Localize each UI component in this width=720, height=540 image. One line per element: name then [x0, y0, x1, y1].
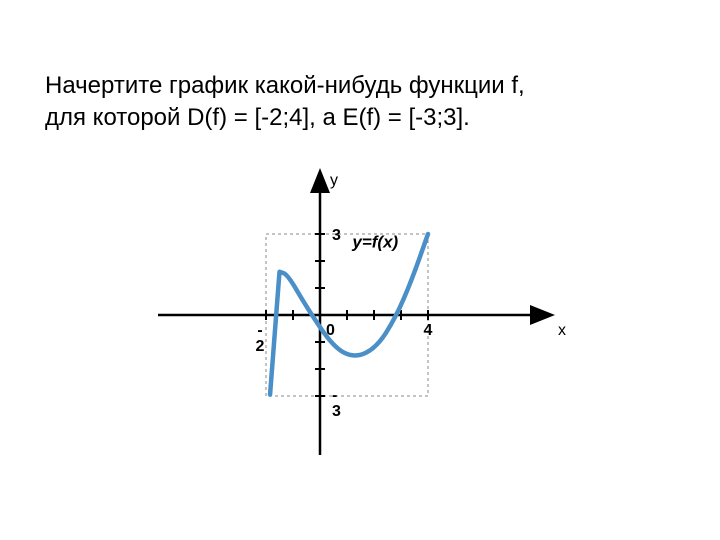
function-label: y=f(x) [351, 233, 398, 252]
y-tick-neg3-minus: - [332, 387, 337, 404]
y-tick-neg3-num: 3 [332, 403, 341, 420]
y-axis-label: y [330, 172, 338, 189]
y-tick-3: 3 [332, 227, 341, 244]
function-chart: yx0-243-3y=f(x) [150, 165, 570, 515]
x-tick-neg2-num: 2 [256, 338, 265, 355]
x-axis-label: x [558, 322, 566, 339]
problem-statement: Начертите график какой-нибудь функции f,… [45, 70, 525, 135]
origin-label: 0 [326, 322, 335, 339]
problem-line-1: Начертите график какой-нибудь функции f, [45, 70, 525, 102]
x-tick-4: 4 [424, 322, 433, 339]
x-tick-neg2-minus: - [257, 322, 262, 339]
problem-line-2: для которой D(f) = [-2;4], а E(f) = [-3;… [45, 102, 525, 134]
